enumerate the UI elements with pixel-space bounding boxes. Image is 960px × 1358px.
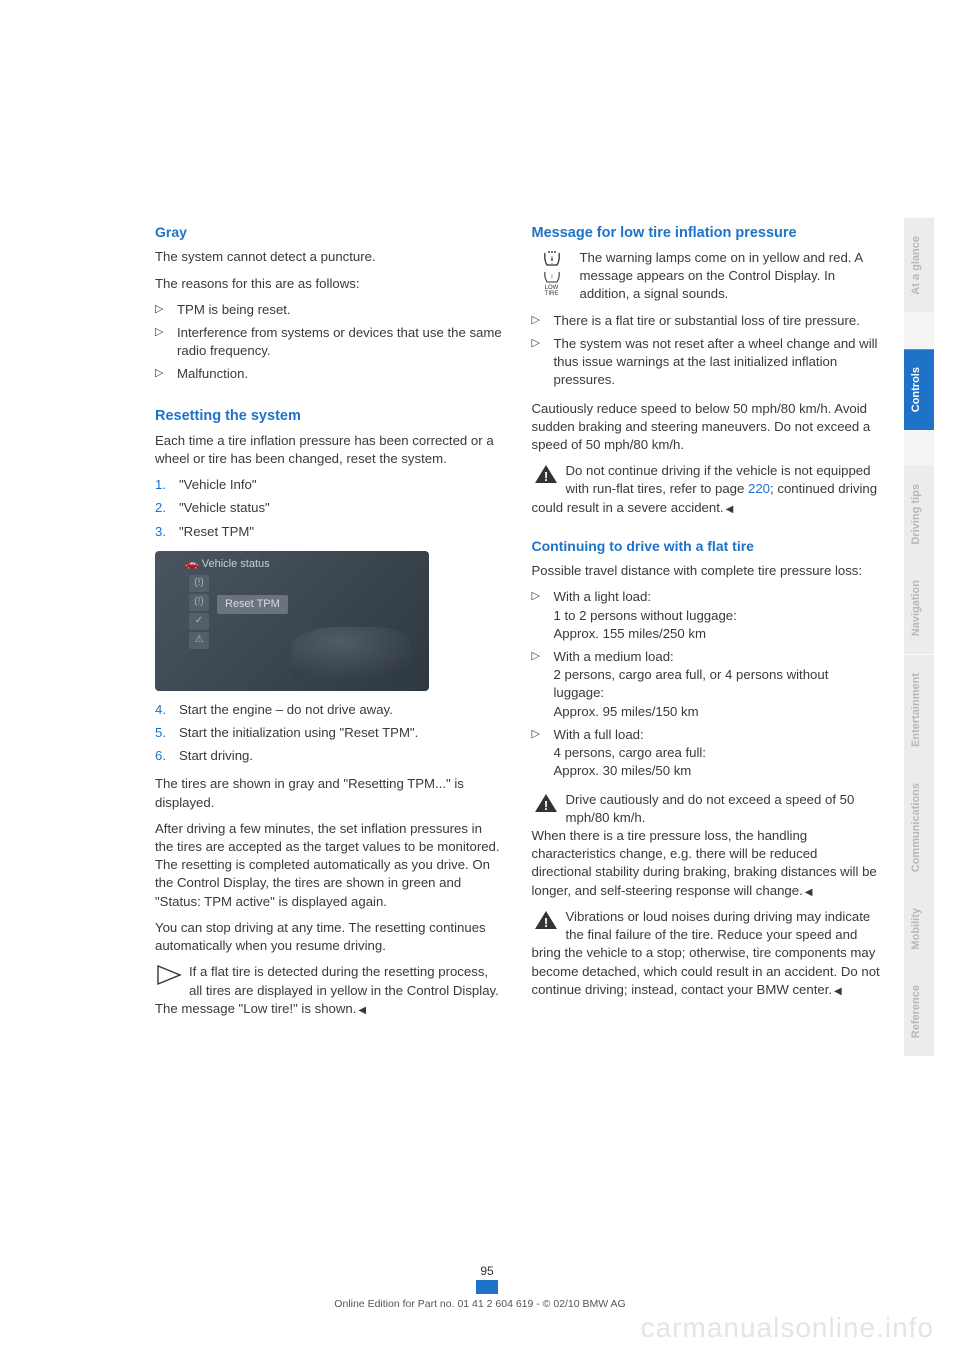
text-gray-p1: The system cannot detect a puncture.	[155, 248, 504, 266]
reset-note-text: If a flat tire is detected during the re…	[155, 964, 499, 1015]
step-2: 2."Vehicle status"	[155, 499, 504, 517]
load-full-l2: Approx. 30 miles/50 km	[554, 763, 692, 778]
cont-warn3: ! Vibrations or loud noises during drivi…	[532, 908, 881, 999]
load-light-l2: Approx. 155 miles/250 km	[554, 626, 706, 641]
gray-bullet-3: Malfunction.	[155, 365, 504, 383]
load-light-head: With a light load:	[554, 589, 652, 604]
step-1-text: "Vehicle Info"	[179, 477, 257, 492]
low-tire-icon: ! LOWTIRE	[532, 271, 572, 297]
svg-text:!: !	[551, 275, 553, 281]
warning-triangle-icon: !	[532, 791, 560, 815]
tab-driving-tips[interactable]: Driving tips	[904, 466, 934, 563]
section-tabs: At a glance Controls Driving tips Naviga…	[904, 218, 934, 1057]
msg-bullet-1: There is a flat tire or substantial loss…	[532, 312, 881, 330]
tab-at-a-glance[interactable]: At a glance	[904, 218, 934, 313]
gray-bullet-2: Interference from systems or devices tha…	[155, 324, 504, 360]
svg-text:!: !	[543, 469, 547, 484]
step-4: 4.Start the engine – do not drive away.	[155, 701, 504, 719]
display-selected: Reset TPM	[217, 595, 288, 614]
reset-p2: The tires are shown in gray and "Resetti…	[155, 775, 504, 811]
step-6: 6.Start driving.	[155, 747, 504, 765]
car-silhouette	[291, 627, 411, 677]
right-column: Message for low tire inflation pressure …	[532, 223, 881, 1026]
svg-text:!: !	[551, 256, 553, 263]
control-display-screenshot: 🚗 Vehicle status (!) (!) ✓ ⚠ Reset TPM	[155, 551, 429, 691]
load-full-head: With a full load:	[554, 727, 644, 742]
msg-icon-para: ! ! LOWTIRE The warning lamps come on in…	[532, 249, 881, 304]
tab-reference[interactable]: Reference	[904, 967, 934, 1056]
step-5: 5.Start the initialization using "Reset …	[155, 724, 504, 742]
load-medium-l1: 2 persons, cargo area full, or 4 persons…	[554, 667, 829, 700]
left-column: Gray The system cannot detect a puncture…	[155, 223, 504, 1026]
load-medium-l2: Approx. 95 miles/150 km	[554, 704, 699, 719]
step-3: 3."Reset TPM"	[155, 523, 504, 541]
heading-reset: Resetting the system	[155, 406, 504, 426]
text-gray-p2: The reasons for this are as follows:	[155, 275, 504, 293]
info-arrow-icon	[155, 963, 183, 987]
cont-p1: Possible travel distance with complete t…	[532, 562, 881, 580]
load-medium-head: With a medium load:	[554, 649, 674, 664]
menu-icon-1: (!)	[189, 575, 209, 592]
gray-bullet-1: TPM is being reset.	[155, 301, 504, 319]
msg-p1: Cautiously reduce speed to below 50 mph/…	[532, 400, 881, 455]
reset-p1: Each time a tire inflation pressure has …	[155, 432, 504, 468]
menu-icon-3: ✓	[189, 613, 209, 630]
reset-p4: You can stop driving at any time. The re…	[155, 919, 504, 955]
page-number: 95	[476, 1264, 498, 1294]
display-menu-icons: (!) (!) ✓ ⚠	[189, 575, 209, 649]
step-1: 1."Vehicle Info"	[155, 476, 504, 494]
page-number-bar	[476, 1280, 498, 1294]
tab-gap	[904, 313, 934, 349]
cont-warn2: ! Drive cautiously and do not exceed a s…	[532, 791, 881, 900]
tab-controls[interactable]: Controls	[904, 349, 934, 430]
load-medium: With a medium load: 2 persons, cargo are…	[532, 648, 881, 721]
heading-message: Message for low tire inflation pressure	[532, 223, 881, 243]
warning-triangle-icon: !	[532, 462, 560, 486]
step-5-text: Start the initialization using "Reset TP…	[179, 725, 418, 740]
reset-note: If a flat tire is detected during the re…	[155, 963, 504, 1018]
reset-steps-b: 4.Start the engine – do not drive away. …	[155, 701, 504, 766]
step-3-text: "Reset TPM"	[179, 524, 254, 539]
tab-gap	[904, 430, 934, 466]
content-columns: Gray The system cannot detect a puncture…	[155, 223, 880, 1026]
watermark: carmanualsonline.info	[641, 1312, 934, 1344]
svg-text:!: !	[543, 798, 547, 813]
step-6-text: Start driving.	[179, 748, 253, 763]
warn2a-text: Drive cautiously and do not exceed a spe…	[566, 792, 855, 825]
tpm-warning-icons: ! ! LOWTIRE	[532, 249, 572, 297]
warn3-text: Vibrations or loud noises during driving…	[532, 909, 880, 997]
warning-triangle-icon: !	[532, 908, 560, 932]
display-header: 🚗 Vehicle status	[185, 557, 270, 572]
menu-icon-4: ⚠	[189, 632, 209, 649]
svg-text:!: !	[543, 915, 547, 930]
msg-bullets: There is a flat tire or substantial loss…	[532, 312, 881, 390]
msg-warn1: ! Do not continue driving if the vehicle…	[532, 462, 881, 517]
step-4-text: Start the engine – do not drive away.	[179, 702, 393, 717]
menu-icon-2: (!)	[189, 594, 209, 611]
gray-bullets: TPM is being reset. Interference from sy…	[155, 301, 504, 384]
page-number-text: 95	[480, 1264, 493, 1278]
load-full-l1: 4 persons, cargo area full:	[554, 745, 706, 760]
tpm-lamp-icon: !	[532, 249, 572, 269]
step-2-text: "Vehicle status"	[179, 500, 270, 515]
tab-navigation[interactable]: Navigation	[904, 562, 934, 654]
load-light-l1: 1 to 2 persons without luggage:	[554, 608, 737, 623]
reset-steps-a: 1."Vehicle Info" 2."Vehicle status" 3."R…	[155, 476, 504, 541]
msg-icon-text: The warning lamps come on in yellow and …	[580, 250, 863, 301]
load-light: With a light load: 1 to 2 persons withou…	[532, 588, 881, 643]
load-full: With a full load: 4 persons, cargo area …	[532, 726, 881, 781]
tab-entertainment[interactable]: Entertainment	[904, 655, 934, 765]
heading-gray: Gray	[155, 223, 504, 242]
reset-p3: After driving a few minutes, the set inf…	[155, 820, 504, 911]
manual-page: Gray The system cannot detect a puncture…	[0, 0, 960, 1358]
page-link-220[interactable]: 220	[748, 481, 770, 496]
heading-continuing: Continuing to drive with a flat tire	[532, 537, 881, 556]
warn2b-text: When there is a tire pressure loss, the …	[532, 828, 877, 898]
footer-text: Online Edition for Part no. 01 41 2 604 …	[0, 1298, 960, 1310]
msg-bullet-2: The system was not reset after a wheel c…	[532, 335, 881, 390]
load-list: With a light load: 1 to 2 persons withou…	[532, 588, 881, 780]
tab-mobility[interactable]: Mobility	[904, 890, 934, 968]
tab-communications[interactable]: Communications	[904, 765, 934, 890]
